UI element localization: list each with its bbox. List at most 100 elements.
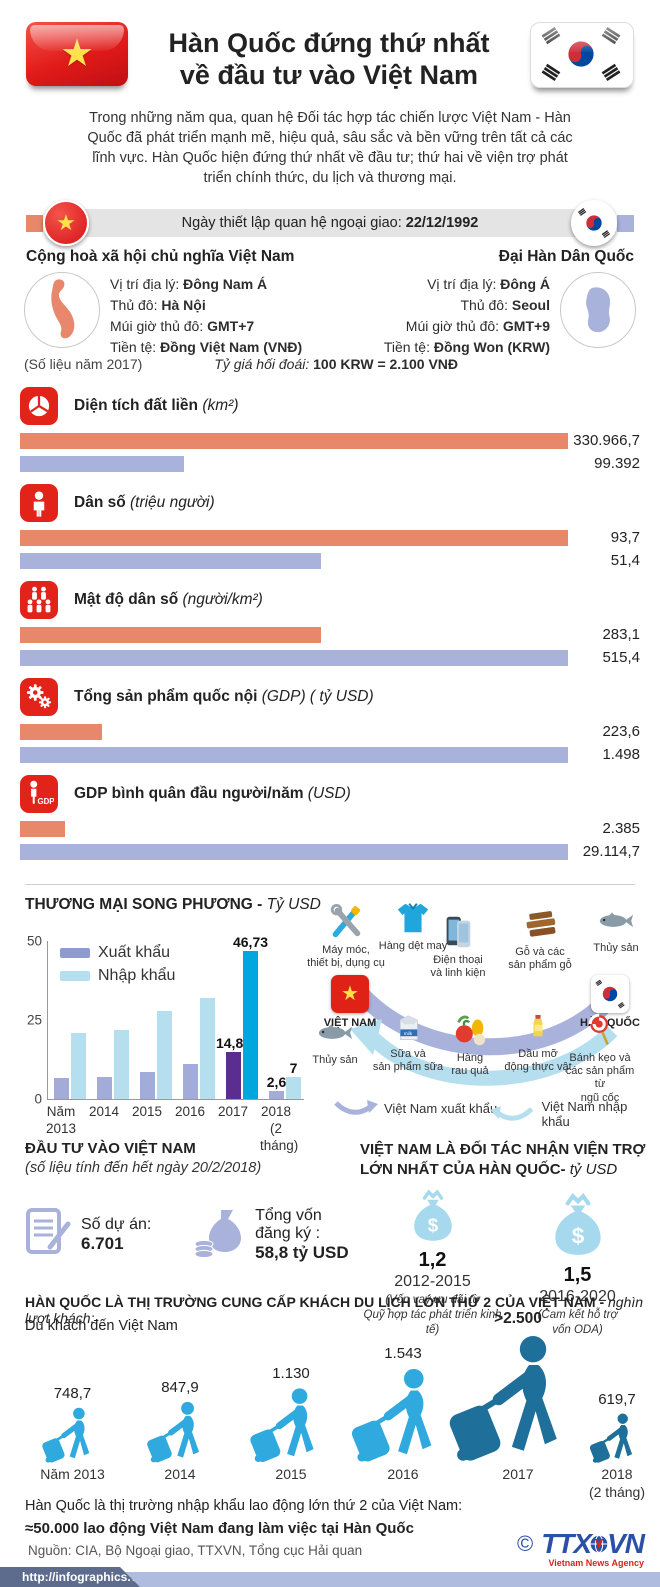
product-label: Điện thoại và linh kiện xyxy=(430,954,486,980)
registered-capital: Tổng vốn đăng ký : 58,8 tỷ USD xyxy=(255,1207,355,1263)
investment-title: ĐẦU TƯ VÀO VIỆT NAM xyxy=(25,1140,196,1157)
person-icon xyxy=(20,484,58,522)
bar-value: 515,4 xyxy=(602,649,640,666)
ttxvn-logo-text: TTX VN xyxy=(541,1528,645,1560)
tourist-column: 1.130 xyxy=(235,1365,347,1464)
korea-bar xyxy=(20,649,568,666)
product-item-export: Gỗ và các sản phẩm gỗ xyxy=(500,903,580,972)
product-item-import: Thủy sản xyxy=(295,1011,375,1067)
vietnam-detail-line: Vị trí địa lý: Đông Nam Á xyxy=(110,274,302,295)
vietnam-detail-line: Múi giờ thủ đô: GMT+7 xyxy=(110,316,302,337)
stat-section: Mật độ dân số (người/km²) 283,1 515,4 xyxy=(0,580,660,677)
stat-title: Diện tích đất liền (km²) xyxy=(74,397,238,415)
aid-title-line2: LỚN NHẤT CỦA HÀN QUỐC- xyxy=(360,1160,570,1178)
y-tick-label: 50 xyxy=(26,933,42,949)
labor-note: Hàn Quốc là thị trường nhập khẩu lao độn… xyxy=(25,1496,462,1540)
website-url[interactable]: http://infographics.vn/ xyxy=(0,1567,140,1587)
country-details: Vị trí địa lý: Đông Nam Á Thủ đô: Hà Nội M… xyxy=(24,272,636,358)
intro-paragraph: Trong những năm qua, quan hệ Đối tác hợp… xyxy=(87,110,573,186)
korea-detail-line: Thủ đô: Seoul xyxy=(384,295,551,316)
star-icon: ★ xyxy=(59,33,95,75)
stat-header: Diện tích đất liền (km²) xyxy=(20,386,660,426)
bar-data-label: 46,73 xyxy=(232,934,269,950)
traveler-icon xyxy=(249,1386,333,1464)
product-label: Sữa và sản phẩm sữa xyxy=(372,1048,444,1074)
stat-bar-row: 515,4 xyxy=(20,649,660,666)
orange-square-icon xyxy=(26,214,43,232)
import-bar xyxy=(114,1030,129,1099)
trade-x-axis-labels: Năm 2013 2014 2015 2016 2017 2018 (2 tháng) xyxy=(46,1104,309,1155)
svg-text:GDP: GDP xyxy=(38,797,55,806)
korea-map-icon xyxy=(560,272,636,348)
product-label: Thủy sản xyxy=(593,942,639,954)
country-names: Cộng hoà xã hội chủ nghĩa Việt Nam Đại H… xyxy=(26,248,634,266)
korea-bar xyxy=(20,552,321,569)
korea-details: Vị trí địa lý: Đông Á Thủ đô: Seoul Múi gi… xyxy=(374,272,636,358)
legend-label: Xuất khẩu xyxy=(98,943,171,961)
tourist-year-label: 2014 xyxy=(164,1466,196,1482)
stat-label: Dân số xyxy=(74,494,130,511)
detail-label: Vị trí địa lý: xyxy=(110,276,184,292)
vegetables-icon xyxy=(430,1009,510,1049)
tourist-column: 1.543 xyxy=(347,1345,459,1464)
bar-value: 51,4 xyxy=(610,552,640,569)
arc-icon xyxy=(334,1100,378,1115)
aid-item: $1,2 2012-2015 (Vốn vay ưu đãi từ Quỹ hợp … xyxy=(360,1187,505,1338)
stat-label: Tổng sản phẩm quốc nội xyxy=(74,688,262,705)
svg-text:milk: milk xyxy=(404,1031,413,1036)
ttxvn-logo: © TTX VN Vietnam News Agency xyxy=(484,1528,645,1568)
korea-flag-icon xyxy=(530,22,634,88)
product-label: Hàng rau quả xyxy=(451,1052,489,1078)
bar-data-label: 7 xyxy=(289,1060,298,1076)
x-axis-label: 2015 xyxy=(131,1104,163,1119)
tourism-title-text: HÀN QUỐC LÀ THỊ TRƯỜNG CUNG CẤP KHÁCH DU… xyxy=(25,1294,608,1310)
detail-label: Múi giờ thủ đô: xyxy=(110,318,208,334)
aid-section: VIỆT NAM LÀ ĐỐI TÁC NHẬN VIỆN TRỢ LỚN NH… xyxy=(360,1140,660,1338)
stat-header: Mật độ dân số (người/km²) xyxy=(20,580,660,620)
tourist-column: 847,9 xyxy=(125,1379,235,1464)
tourist-year-label: 2018 (2 tháng) xyxy=(588,1466,646,1500)
vietnam-flow-flag: ★ VIỆT NAM xyxy=(310,975,390,1029)
bar-value: 93,7 xyxy=(610,529,640,546)
detail-label: Tiền tệ: xyxy=(110,339,161,355)
trade-bar-group: 14,82 46,73 xyxy=(216,934,268,1099)
bar-data-label: 14,82 xyxy=(215,1035,252,1051)
stat-label: Diện tích đất liền xyxy=(74,397,203,414)
money-bag-icon: $ xyxy=(546,1190,610,1260)
tourism-subtitle: Du khách đến Việt Nam xyxy=(25,1318,178,1334)
trade-flow-diagram: ★ VIỆT NAM HÀN QUỐC Máy móc, thiết bị, d… xyxy=(307,893,658,1138)
people-icon xyxy=(20,581,58,619)
aid-value: 1,5 xyxy=(563,1263,592,1286)
tourist-value: 1.543 xyxy=(384,1345,422,1362)
bar-track xyxy=(20,626,568,643)
tools-icon xyxy=(306,901,386,941)
korea-name: Đại Hàn Dân Quốc xyxy=(498,248,634,265)
stat-unit: (GDP) ( tỷ USD) xyxy=(261,688,374,705)
import-bar xyxy=(71,1033,86,1099)
bar-value: 223,6 xyxy=(602,723,640,740)
x-axis-label: 2016 xyxy=(174,1104,206,1119)
export-bar: 2,6 xyxy=(267,1074,286,1099)
country-comparison-stats: Diện tích đất liền (km²) 330.966,7 99.392 D… xyxy=(0,386,660,871)
blue-square-icon xyxy=(617,214,634,232)
candy-icon xyxy=(560,1009,640,1049)
trade-title-text: THƯƠNG MẠI SONG PHƯƠNG - xyxy=(25,896,267,913)
section-divider xyxy=(25,884,635,885)
bar-track xyxy=(20,455,568,472)
tourist-column: >2.500 xyxy=(449,1310,577,1464)
bar-track xyxy=(20,529,568,546)
stat-bar-row: 2.385 xyxy=(20,820,660,837)
korea-bar xyxy=(20,455,185,472)
labor-line1: Hàn Quốc là thị trường nhập khẩu lao độn… xyxy=(25,1498,463,1514)
x-axis-label: 2018 (2 tháng) xyxy=(260,1104,299,1153)
fish-icon xyxy=(295,1011,375,1051)
stat-section: Tổng sản phẩm quốc nội (GDP) ( tỷ USD) 22… xyxy=(0,677,660,774)
stat-header: GDP GDP bình quân đầu người/năm (USD) xyxy=(20,774,660,814)
stat-title: Dân số (triệu người) xyxy=(74,494,215,512)
tourist-column: 619,7 xyxy=(577,1391,657,1464)
page-title: Hàn Quốc đứng thứ nhất về đầu tư vào Việ… xyxy=(128,22,530,92)
korea-detail-line: Vị trí địa lý: Đông Á xyxy=(384,274,550,295)
copyright-icon: © xyxy=(516,1531,534,1556)
stat-bar-row: 93,7 xyxy=(20,529,660,546)
